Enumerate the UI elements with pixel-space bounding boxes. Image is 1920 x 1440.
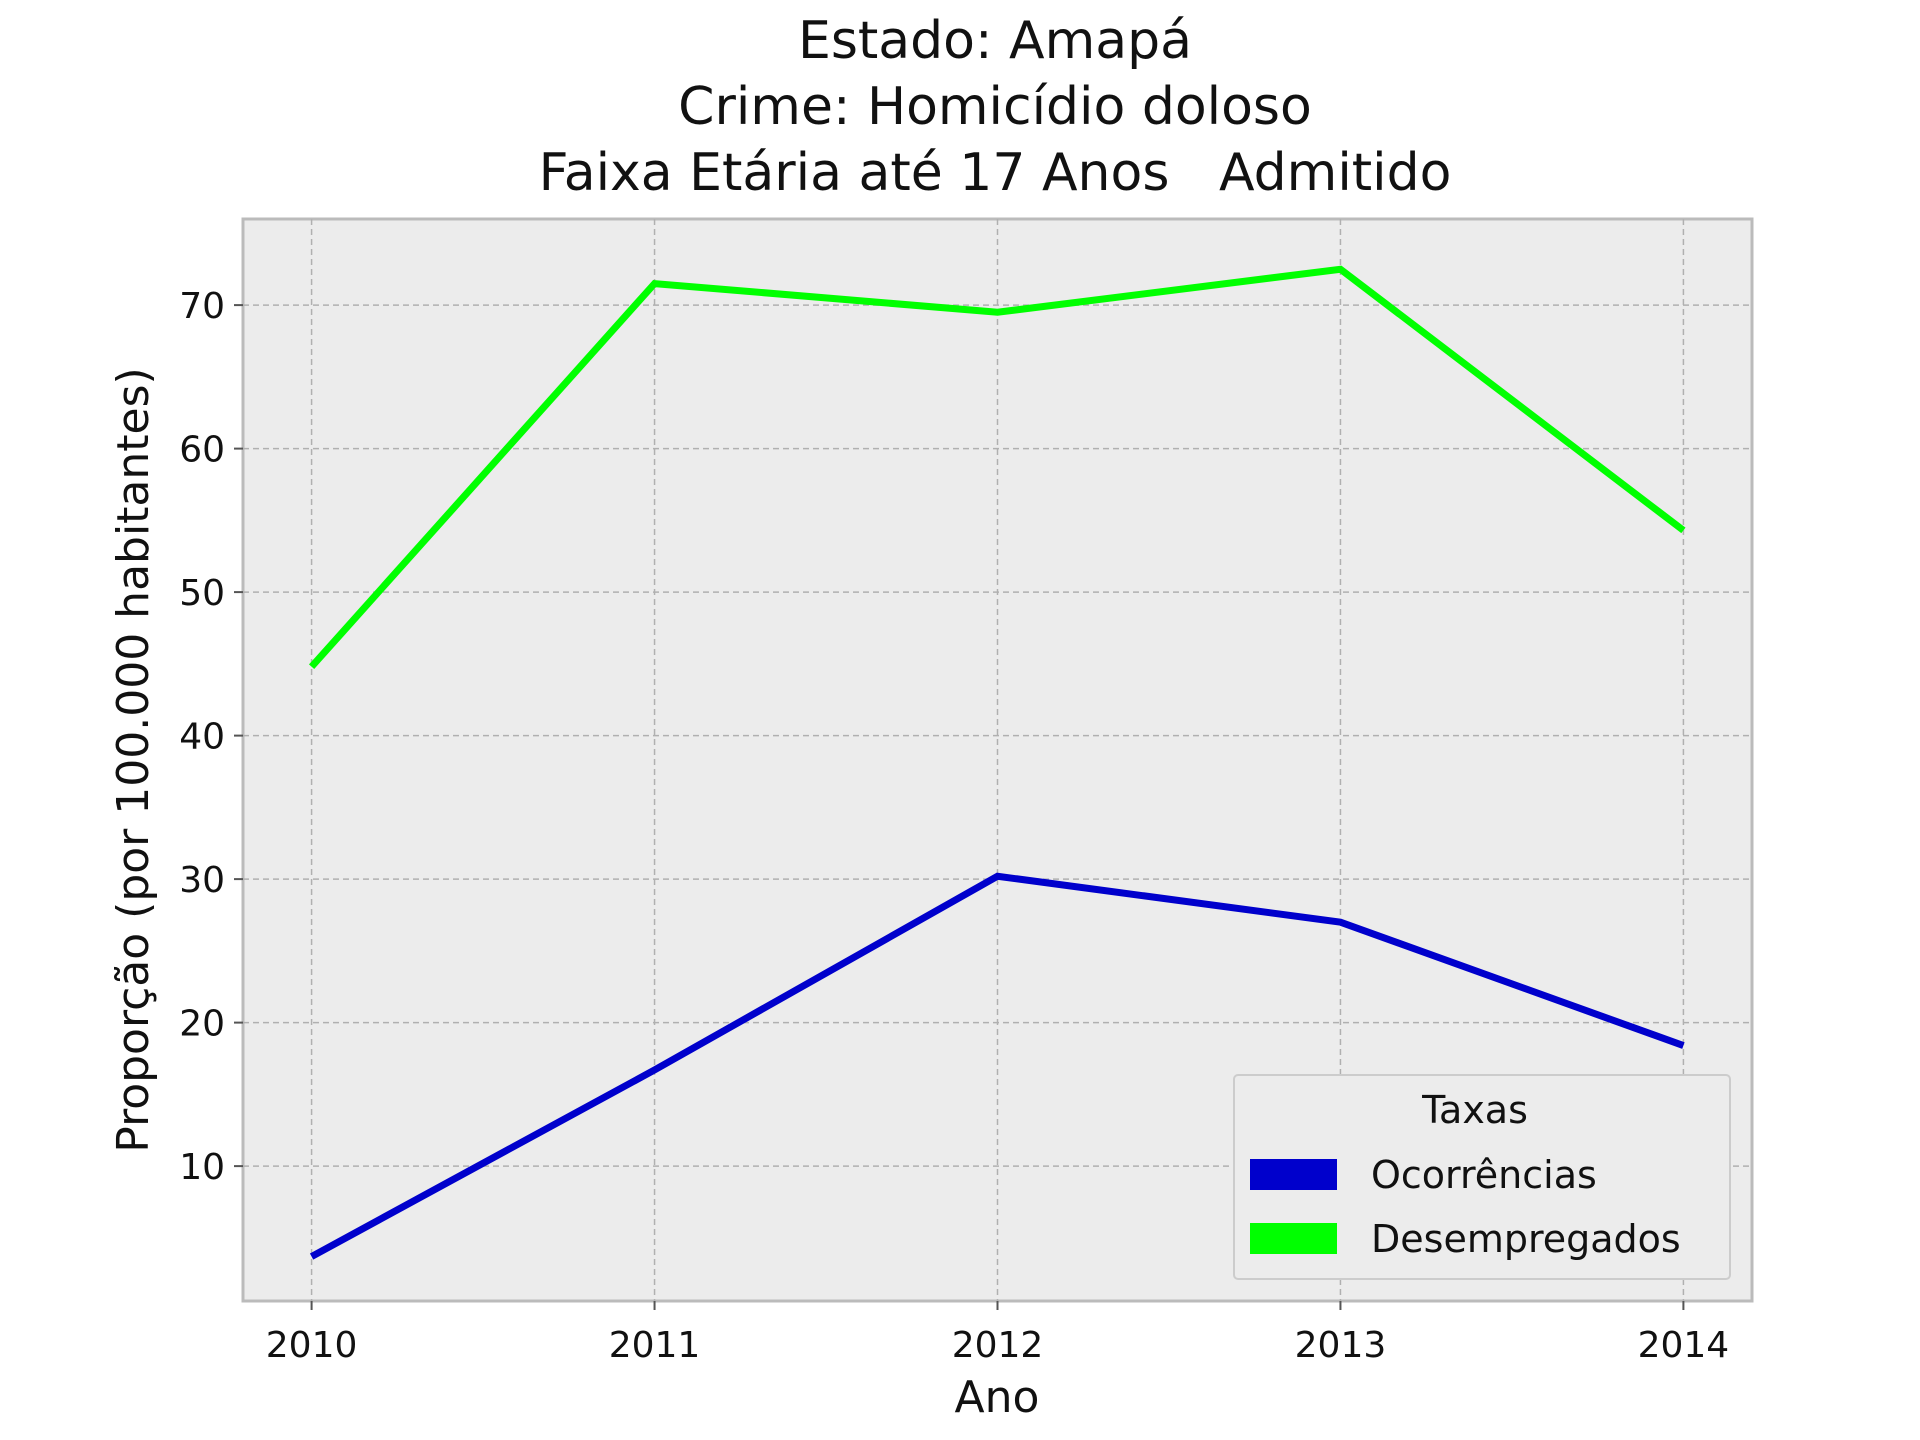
legend-swatch-desempregados: [1250, 1223, 1337, 1254]
y-tick-label: 50: [179, 573, 225, 614]
x-tick-label: 2012: [952, 1325, 1044, 1366]
x-tick-label: 2014: [1638, 1325, 1730, 1366]
x-tick-label: 2011: [609, 1325, 701, 1366]
legend-swatch-ocorrencias: [1250, 1159, 1337, 1190]
y-tick-label: 60: [179, 430, 225, 471]
title-line-estado: Estado: Amapá: [798, 11, 1192, 71]
legend-title: Taxas: [1421, 1088, 1528, 1132]
chart-title: Estado: Amapá Crime: Homicídio doloso Fa…: [539, 11, 1452, 203]
title-line-faixa: Faixa Etária até 17 Anos Admitido: [539, 143, 1452, 203]
title-line-crime: Crime: Homicídio doloso: [678, 77, 1312, 137]
x-axis-label: Ano: [955, 1372, 1040, 1423]
legend-box: [1233, 1074, 1731, 1280]
legend-label-ocorrencias: Ocorrências: [1371, 1153, 1597, 1197]
series-lines: [308, 265, 1686, 1260]
legend: Taxas Ocorrências Desempregados: [1233, 1074, 1731, 1280]
x-axis-ticks: 2010 2011 2012 2013 2014: [266, 1301, 1729, 1366]
y-axis-label: Proporção (por 100.000 habitantes): [108, 367, 159, 1152]
y-tick-label: 20: [179, 1004, 225, 1045]
x-tick-label: 2013: [1295, 1325, 1387, 1366]
y-tick-label: 30: [179, 860, 225, 901]
y-axis-ticks: 10 20 30 40 50 60 70: [179, 286, 243, 1188]
y-tick-label: 70: [179, 286, 225, 327]
legend-label-desempregados: Desempregados: [1371, 1217, 1681, 1261]
y-tick-label: 40: [179, 717, 225, 758]
y-tick-label: 10: [179, 1147, 225, 1188]
x-tick-label: 2010: [266, 1325, 358, 1366]
